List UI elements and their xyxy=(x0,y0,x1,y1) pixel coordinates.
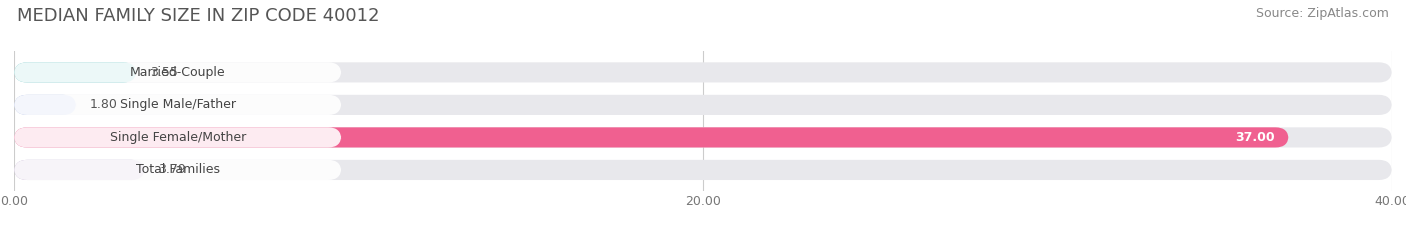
FancyBboxPatch shape xyxy=(14,62,136,82)
Text: Married-Couple: Married-Couple xyxy=(129,66,225,79)
Text: Total Families: Total Families xyxy=(136,163,219,176)
Text: Single Male/Father: Single Male/Father xyxy=(120,98,236,111)
Text: 3.79: 3.79 xyxy=(159,163,186,176)
FancyBboxPatch shape xyxy=(14,160,342,180)
Text: 37.00: 37.00 xyxy=(1236,131,1275,144)
FancyBboxPatch shape xyxy=(14,95,76,115)
FancyBboxPatch shape xyxy=(14,160,1392,180)
FancyBboxPatch shape xyxy=(14,127,342,147)
Text: Source: ZipAtlas.com: Source: ZipAtlas.com xyxy=(1256,7,1389,20)
FancyBboxPatch shape xyxy=(14,127,1289,147)
FancyBboxPatch shape xyxy=(14,127,1392,147)
FancyBboxPatch shape xyxy=(14,95,1392,115)
FancyBboxPatch shape xyxy=(14,62,1392,82)
Text: 1.80: 1.80 xyxy=(90,98,118,111)
Text: Single Female/Mother: Single Female/Mother xyxy=(110,131,246,144)
FancyBboxPatch shape xyxy=(14,62,342,82)
FancyBboxPatch shape xyxy=(14,95,342,115)
Text: 3.55: 3.55 xyxy=(150,66,179,79)
FancyBboxPatch shape xyxy=(14,160,145,180)
Text: MEDIAN FAMILY SIZE IN ZIP CODE 40012: MEDIAN FAMILY SIZE IN ZIP CODE 40012 xyxy=(17,7,380,25)
